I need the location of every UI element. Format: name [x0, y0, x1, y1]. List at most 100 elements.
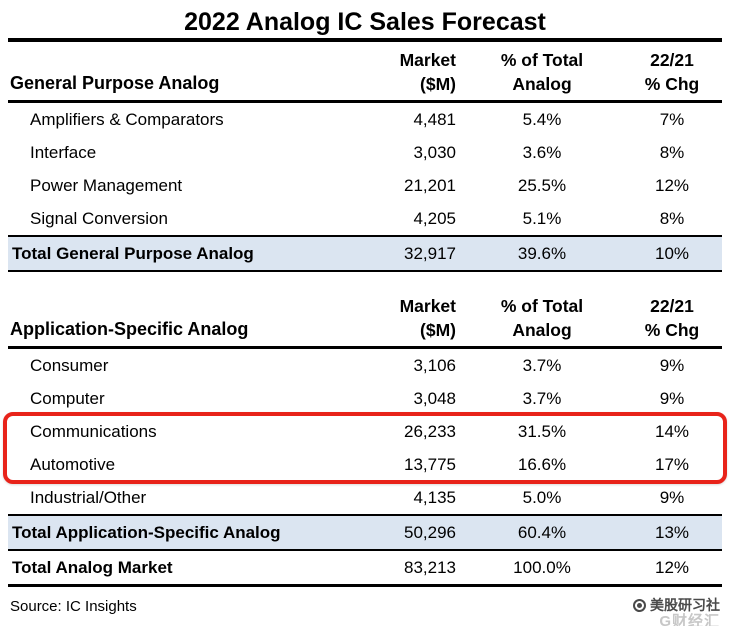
row-pct: 5.4%	[522, 109, 562, 129]
grand-total-chg: 12%	[654, 557, 690, 577]
row-pct: 25.5%	[517, 175, 567, 195]
section2-total-divider-top	[8, 514, 722, 516]
row-chg: 14%	[654, 421, 690, 441]
total-chg: 13%	[654, 522, 690, 542]
column-header-chg: 22/21 % Chg	[622, 294, 722, 342]
row-market: 4,205	[413, 208, 456, 228]
section2-header-divider	[8, 346, 722, 349]
section-gap	[8, 272, 722, 288]
row-chg: 8%	[659, 208, 685, 228]
row-market: 4,481	[413, 109, 456, 129]
table-bottom-divider	[8, 584, 722, 587]
row-pct: 3.7%	[522, 355, 562, 375]
section2-total-row: Total Application-Specific Analog 50,296…	[8, 516, 722, 549]
table-row: Interface 3,030 3.6% 8%	[8, 136, 722, 169]
footer: Source: IC Insights 美股研习社 G财经汇	[8, 587, 722, 626]
column-header-market: Market ($M)	[322, 48, 462, 96]
section1-total-divider-bottom	[8, 270, 722, 272]
column-header-pct-line2: Analog	[512, 320, 572, 340]
watermark-line1: 美股研习社	[633, 597, 720, 613]
table-row: Industrial/Other 4,135 5.0% 9%	[8, 481, 722, 514]
section2-header-row: Application-Specific Analog Market ($M) …	[8, 288, 722, 346]
column-header-market: Market ($M)	[322, 294, 462, 342]
row-chg: 17%	[654, 454, 690, 474]
row-market: 21,201	[404, 175, 456, 195]
table-row: Communications 26,233 31.5% 14%	[8, 415, 722, 448]
column-header-chg-line1: 22/21	[650, 296, 694, 316]
section1-header-row: General Purpose Analog Market ($M) % of …	[8, 42, 722, 100]
table-row: Power Management 21,201 25.5% 12%	[8, 169, 722, 202]
row-chg: 9%	[659, 355, 685, 375]
table-row: Consumer 3,106 3.7% 9%	[8, 349, 722, 382]
column-header-chg: 22/21 % Chg	[622, 48, 722, 96]
column-header-market-line2: ($M)	[420, 320, 456, 340]
total-label: Total Application-Specific Analog	[12, 522, 281, 542]
title-divider	[8, 38, 722, 42]
row-label: Industrial/Other	[30, 487, 147, 507]
row-market: 3,048	[413, 388, 456, 408]
column-header-pct: % of Total Analog	[462, 294, 622, 342]
source-note: Source: IC Insights	[10, 598, 137, 615]
total-label: Total General Purpose Analog	[12, 243, 254, 263]
row-chg: 9%	[659, 388, 685, 408]
row-market: 13,775	[404, 454, 456, 474]
column-header-pct: % of Total Analog	[462, 48, 622, 96]
row-pct: 5.0%	[522, 487, 562, 507]
column-header-chg-line1: 22/21	[650, 50, 694, 70]
row-label: Signal Conversion	[30, 208, 168, 228]
column-header-pct-line1: % of Total	[500, 296, 584, 316]
total-chg: 10%	[654, 243, 690, 263]
row-pct: 31.5%	[517, 421, 567, 441]
row-market: 3,106	[413, 355, 456, 375]
row-label: Power Management	[30, 175, 183, 195]
row-chg: 8%	[659, 142, 685, 162]
grand-total-pct: 100.0%	[513, 557, 571, 577]
grand-total-label: Total Analog Market	[12, 557, 173, 577]
section2-total-divider-bottom	[8, 549, 722, 551]
row-label: Computer	[30, 388, 105, 408]
total-market: 32,917	[404, 243, 456, 263]
row-label: Communications	[30, 421, 157, 441]
column-header-market-line1: Market	[399, 50, 456, 70]
table-row: Signal Conversion 4,205 5.1% 8%	[8, 202, 722, 235]
row-market: 26,233	[404, 421, 456, 441]
watermark-logo2-text: G财经汇	[659, 613, 720, 626]
table-row: Amplifiers & Comparators 4,481 5.4% 7%	[8, 103, 722, 136]
row-label: Automotive	[30, 454, 116, 474]
row-pct: 5.1%	[522, 208, 562, 228]
row-label: Interface	[30, 142, 97, 162]
row-label: Amplifiers & Comparators	[30, 109, 224, 129]
column-header-chg-line2: % Chg	[644, 74, 700, 94]
table-row: Automotive 13,775 16.6% 17%	[8, 448, 722, 481]
total-pct: 60.4%	[517, 522, 567, 542]
row-chg: 9%	[659, 487, 685, 507]
row-chg: 7%	[659, 109, 685, 129]
grand-total-row: Total Analog Market 83,213 100.0% 12%	[8, 551, 722, 584]
grand-total-market: 83,213	[404, 557, 456, 577]
section1-header-divider	[8, 100, 722, 103]
watermark-logo-icon	[633, 598, 646, 612]
section1-total-divider-top	[8, 235, 722, 237]
column-header-pct-line1: % of Total	[500, 50, 584, 70]
section1-label: General Purpose Analog	[10, 73, 220, 93]
column-header-pct-line2: Analog	[512, 74, 572, 94]
row-market: 3,030	[413, 142, 456, 162]
highlighted-rows-group: Communications 26,233 31.5% 14% Automoti…	[3, 412, 727, 484]
total-market: 50,296	[404, 522, 456, 542]
section1-total-row: Total General Purpose Analog 32,917 39.6…	[8, 237, 722, 270]
column-header-chg-line2: % Chg	[644, 320, 700, 340]
row-pct: 3.7%	[522, 388, 562, 408]
row-pct: 3.6%	[522, 142, 562, 162]
row-market: 4,135	[413, 487, 456, 507]
section2-label: Application-Specific Analog	[10, 319, 249, 339]
row-chg: 12%	[654, 175, 690, 195]
column-header-market-line1: Market	[399, 296, 456, 316]
row-label: Consumer	[30, 355, 109, 375]
column-header-market-line2: ($M)	[420, 74, 456, 94]
row-pct: 16.6%	[517, 454, 567, 474]
page-title: 2022 Analog IC Sales Forecast	[184, 8, 546, 36]
watermark: 美股研习社 G财经汇	[633, 597, 720, 626]
table-row: Computer 3,048 3.7% 9%	[8, 382, 722, 415]
total-pct: 39.6%	[517, 243, 567, 263]
